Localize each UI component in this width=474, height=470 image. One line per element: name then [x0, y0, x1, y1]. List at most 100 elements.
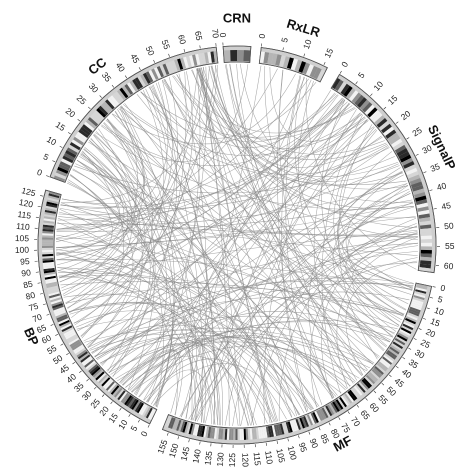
heat-cell	[267, 426, 272, 438]
heat-cell	[367, 373, 377, 383]
tick-mark	[147, 424, 150, 428]
tick-mark	[433, 208, 437, 210]
chord-link	[240, 190, 410, 427]
chord-link	[69, 175, 134, 349]
segment-label-crn: CRN	[223, 10, 251, 25]
heat-cell	[143, 406, 151, 418]
heat-cell	[45, 203, 58, 208]
heat-cell	[165, 62, 173, 74]
heat-cell	[407, 312, 419, 319]
heat-cell	[376, 118, 388, 128]
tick-label: 10	[433, 305, 445, 318]
heat-cell	[72, 344, 84, 353]
heat-cell	[290, 58, 299, 71]
heat-cell	[235, 428, 238, 440]
heat-cell	[42, 261, 54, 265]
heat-cell	[145, 71, 154, 83]
chord-link	[68, 71, 193, 313]
tick-label: 15	[54, 120, 68, 134]
heat-cell	[48, 193, 60, 199]
heat-cell	[357, 97, 367, 108]
heat-cell	[134, 77, 144, 89]
heat-cell	[358, 381, 368, 392]
heat-cell	[74, 134, 86, 143]
heat-cell	[405, 318, 416, 325]
heat-cell	[306, 414, 313, 426]
chord-link	[269, 67, 368, 142]
heat-cell	[42, 226, 54, 230]
heat-cell	[105, 381, 115, 391]
heat-cell	[169, 417, 176, 429]
heat-cell	[70, 341, 82, 349]
heat-cell	[89, 365, 100, 375]
tick-mark	[137, 419, 140, 423]
heat-cell	[245, 428, 249, 440]
heat-cell	[124, 83, 134, 95]
tick-mark	[183, 48, 186, 53]
chord-link	[115, 341, 355, 383]
heat-cell	[337, 398, 346, 409]
heat-cell	[80, 354, 91, 363]
heat-cell	[352, 387, 361, 398]
heat-cell	[414, 195, 427, 202]
heat-cell	[51, 301, 63, 307]
heat-cell	[223, 50, 231, 62]
heat-cell	[420, 260, 432, 265]
heat-cell	[126, 82, 136, 94]
heat-cell	[78, 129, 90, 139]
heat-cell	[120, 392, 129, 403]
heat-cell	[47, 197, 59, 203]
heat-cell	[94, 110, 105, 120]
heat-cell	[42, 239, 54, 242]
heat-cell	[372, 367, 383, 377]
tick-mark	[328, 422, 331, 426]
tick-mark	[408, 347, 412, 350]
chord-link	[150, 171, 403, 405]
chord-link	[310, 233, 418, 408]
tick-label: 15	[322, 46, 335, 59]
tick-label: 105	[15, 233, 30, 243]
tick-label: 45	[128, 52, 141, 65]
tick-mark	[383, 106, 387, 110]
heat-cell	[96, 107, 107, 118]
chord-link	[136, 94, 400, 326]
chord-link	[73, 149, 146, 324]
tick-mark	[365, 397, 368, 401]
heat-cell	[286, 57, 295, 70]
chord-link	[106, 118, 174, 408]
heat-cell	[45, 279, 57, 284]
heat-cell	[231, 428, 234, 440]
tick-label: 125	[227, 453, 237, 468]
chord-link	[68, 301, 305, 414]
tick-mark	[60, 343, 64, 346]
heat-cell	[213, 427, 218, 439]
chord-link	[59, 98, 344, 283]
tick-label: 75	[27, 301, 39, 313]
heat-cell	[45, 281, 58, 286]
heat-cell	[42, 257, 54, 261]
heat-cell	[370, 370, 380, 380]
segment-layer	[37, 45, 437, 445]
heat-cell	[409, 306, 421, 313]
heat-cell	[386, 349, 398, 359]
chord-link	[345, 260, 418, 376]
heat-cell	[340, 83, 350, 95]
heat-cell	[66, 147, 78, 156]
chord-link	[208, 66, 383, 168]
tick-mark	[86, 378, 89, 382]
tick-mark	[99, 95, 102, 98]
heat-cell	[305, 64, 314, 76]
chord-link	[114, 111, 251, 426]
chord-link	[100, 174, 404, 365]
heat-cell	[42, 249, 54, 253]
heat-cell	[44, 214, 56, 218]
heat-cell	[60, 323, 72, 331]
heat-cell	[77, 351, 88, 360]
chord-link	[239, 63, 409, 190]
heat-cell	[342, 394, 351, 405]
heat-cell	[99, 375, 109, 385]
chord-link	[56, 252, 178, 416]
heat-cell	[325, 405, 333, 417]
heat-cell	[378, 361, 389, 370]
heat-cell	[410, 181, 423, 189]
